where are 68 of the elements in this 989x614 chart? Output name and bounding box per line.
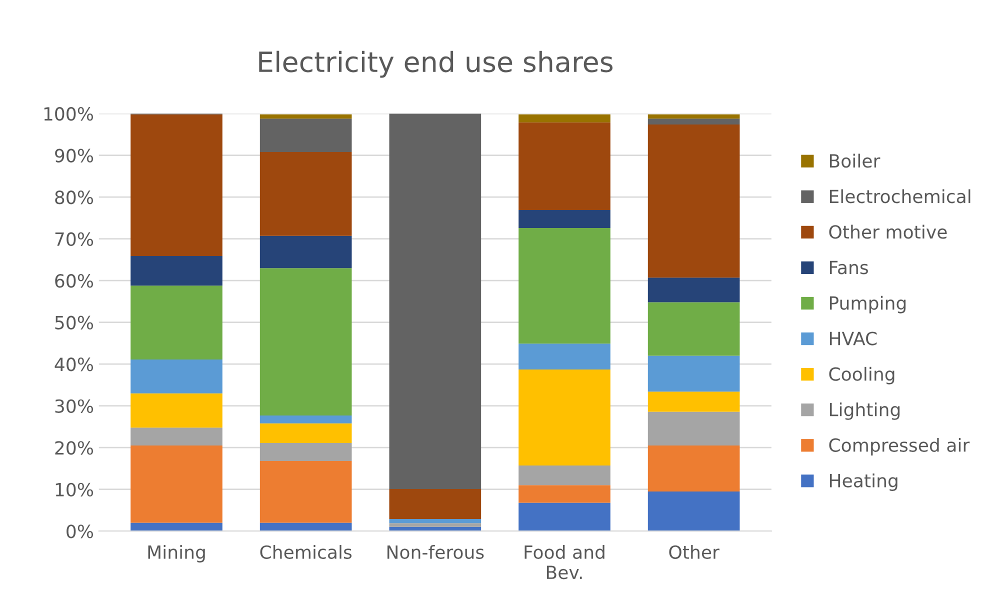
y-tick-label: 100% xyxy=(44,107,94,121)
legend-label: Electrochemical xyxy=(830,189,970,204)
chart-title: Electricity end use shares xyxy=(259,50,613,78)
bar xyxy=(518,502,610,532)
y-tick-label: 90% xyxy=(55,148,94,162)
legend-label: Boiler xyxy=(830,154,880,168)
bar xyxy=(389,519,482,524)
bar xyxy=(648,124,740,278)
bar xyxy=(130,286,222,360)
x-tick-label: Food and Bev. xyxy=(524,545,604,580)
bar xyxy=(518,210,610,228)
legend-label: Pumping xyxy=(830,296,906,314)
bar xyxy=(130,360,222,394)
bar xyxy=(260,152,352,236)
y-tick-label: 70% xyxy=(55,232,94,246)
bar xyxy=(130,428,222,446)
legend-label: Fans xyxy=(830,260,868,274)
bar xyxy=(260,114,352,119)
bar xyxy=(518,114,610,122)
bar xyxy=(260,268,352,416)
y-tick-label: 40% xyxy=(54,358,94,372)
bar xyxy=(648,412,740,446)
bar xyxy=(648,446,740,492)
bar xyxy=(518,466,610,486)
y-tick-label: 0% xyxy=(66,524,94,538)
bar xyxy=(130,522,222,532)
legend-label: Cooling xyxy=(829,366,894,384)
y-tick-label: 30% xyxy=(55,399,94,413)
legend-label: Other motive xyxy=(829,224,947,239)
y-tick-label: 10% xyxy=(56,482,94,496)
bar xyxy=(260,460,352,523)
x-tick-label: Chemicals xyxy=(260,545,352,559)
bar xyxy=(389,114,482,489)
bar xyxy=(648,278,740,302)
bar xyxy=(260,522,352,532)
bar xyxy=(518,228,610,344)
bar xyxy=(648,491,740,532)
bar xyxy=(260,415,352,424)
bar xyxy=(518,344,610,370)
bar xyxy=(389,523,482,527)
bar xyxy=(518,485,610,503)
bar xyxy=(389,488,482,519)
bar xyxy=(130,393,222,428)
bar xyxy=(260,118,352,152)
bar xyxy=(260,443,352,461)
bar xyxy=(648,356,740,392)
bar xyxy=(518,370,610,466)
bar xyxy=(130,256,222,286)
bar xyxy=(518,122,610,210)
legend-label: Heating xyxy=(830,474,898,491)
y-tick-label: 80% xyxy=(55,190,94,204)
bar xyxy=(130,446,222,523)
y-tick-label: 60% xyxy=(55,274,94,288)
y-tick-label: 20% xyxy=(55,441,94,455)
x-tick-label: Mining xyxy=(148,545,205,562)
legend-label: HVAC xyxy=(830,332,877,346)
legend-label: Compressed air xyxy=(829,438,970,456)
x-tick-label: Non-ferous xyxy=(387,545,484,559)
bar xyxy=(648,302,740,356)
bar xyxy=(260,236,352,268)
bar xyxy=(648,118,740,124)
legend-label: Lighting xyxy=(830,402,900,420)
bar xyxy=(648,114,740,119)
bar xyxy=(260,423,352,444)
bar xyxy=(130,114,222,256)
x-tick-label: Other xyxy=(669,545,720,559)
y-tick-label: 50% xyxy=(55,316,94,330)
bar xyxy=(648,392,740,412)
